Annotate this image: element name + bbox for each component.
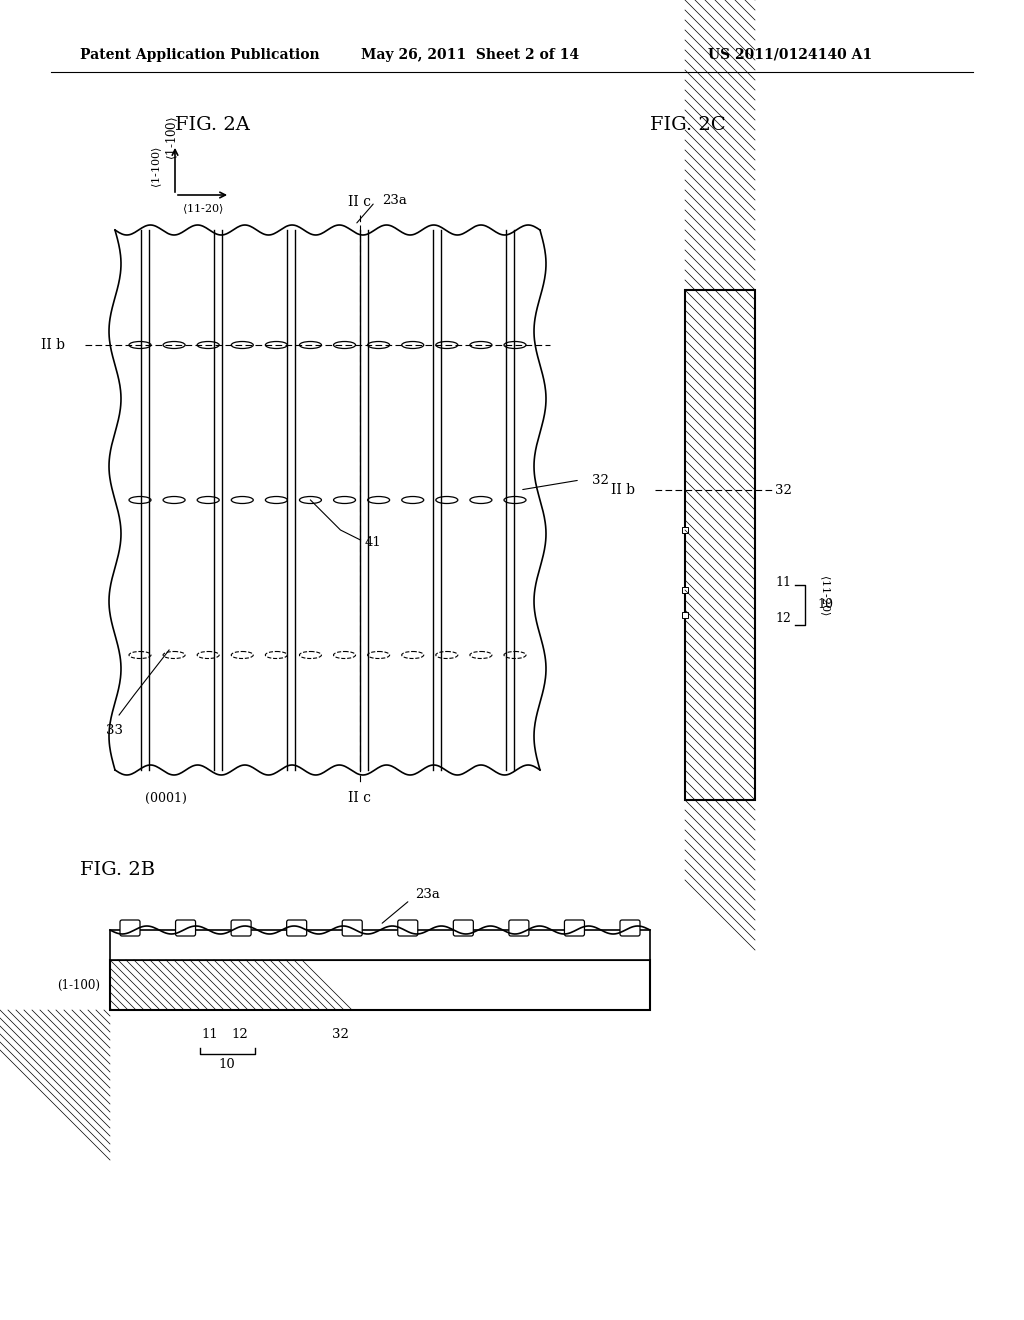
Text: 12: 12: [775, 611, 791, 624]
Text: 23a: 23a: [416, 888, 440, 902]
Ellipse shape: [368, 342, 390, 348]
FancyBboxPatch shape: [564, 920, 585, 936]
Bar: [685, 290, 755, 800]
Ellipse shape: [265, 496, 288, 503]
Ellipse shape: [504, 342, 526, 348]
FancyBboxPatch shape: [620, 920, 640, 936]
FancyBboxPatch shape: [342, 920, 362, 936]
Bar: [110, 960, 650, 1010]
Bar: [685, 290, 755, 800]
Text: $\langle$1-100$\rangle$: $\langle$1-100$\rangle$: [151, 147, 164, 187]
Ellipse shape: [198, 342, 219, 348]
Ellipse shape: [129, 496, 151, 503]
Text: $\langle$1-100$\rangle$: $\langle$1-100$\rangle$: [164, 116, 179, 160]
Text: 23a: 23a: [383, 194, 408, 206]
Text: 41: 41: [365, 536, 381, 549]
Text: 32: 32: [592, 474, 608, 487]
Ellipse shape: [401, 342, 424, 348]
Ellipse shape: [231, 342, 253, 348]
Text: II c: II c: [348, 791, 372, 805]
FancyBboxPatch shape: [120, 920, 140, 936]
Text: (1-100): (1-100): [57, 978, 100, 991]
Ellipse shape: [129, 342, 151, 348]
FancyBboxPatch shape: [397, 920, 418, 936]
Ellipse shape: [470, 496, 492, 503]
Text: 10: 10: [219, 1059, 236, 1072]
Text: II b: II b: [41, 338, 65, 352]
FancyBboxPatch shape: [454, 920, 473, 936]
Text: 32: 32: [775, 483, 792, 496]
Bar: [110, 931, 650, 960]
Ellipse shape: [163, 342, 185, 348]
Ellipse shape: [265, 342, 288, 348]
Ellipse shape: [368, 496, 390, 503]
Text: May 26, 2011  Sheet 2 of 14: May 26, 2011 Sheet 2 of 14: [360, 48, 579, 62]
Text: US 2011/0124140 A1: US 2011/0124140 A1: [708, 48, 872, 62]
Text: 10: 10: [817, 598, 833, 611]
Text: FIG. 2C: FIG. 2C: [650, 116, 726, 135]
Ellipse shape: [436, 342, 458, 348]
Ellipse shape: [334, 496, 355, 503]
Text: (0001): (0001): [145, 792, 186, 804]
Ellipse shape: [334, 342, 355, 348]
Text: 32: 32: [332, 1028, 348, 1041]
Bar: [682, 587, 688, 593]
Text: 33: 33: [105, 723, 123, 737]
FancyBboxPatch shape: [175, 920, 196, 936]
Bar: [682, 612, 688, 618]
Text: 11: 11: [775, 576, 791, 589]
Text: II b: II b: [611, 483, 635, 498]
Ellipse shape: [470, 342, 492, 348]
Ellipse shape: [299, 496, 322, 503]
Ellipse shape: [436, 496, 458, 503]
Text: FIG. 2A: FIG. 2A: [175, 116, 250, 135]
Text: Patent Application Publication: Patent Application Publication: [80, 48, 319, 62]
Ellipse shape: [401, 496, 424, 503]
Ellipse shape: [299, 342, 322, 348]
Text: 11: 11: [202, 1028, 218, 1041]
Ellipse shape: [163, 496, 185, 503]
Text: 12: 12: [231, 1028, 249, 1041]
Bar: [110, 960, 650, 1010]
Text: $\langle$11-20$\rangle$: $\langle$11-20$\rangle$: [818, 574, 831, 616]
Bar: [682, 527, 688, 533]
Text: $\langle$11-20$\rangle$: $\langle$11-20$\rangle$: [182, 202, 224, 215]
Text: II c: II c: [348, 195, 372, 209]
FancyBboxPatch shape: [231, 920, 251, 936]
Text: FIG. 2B: FIG. 2B: [80, 861, 155, 879]
Ellipse shape: [504, 496, 526, 503]
FancyBboxPatch shape: [287, 920, 306, 936]
FancyBboxPatch shape: [509, 920, 528, 936]
Ellipse shape: [198, 496, 219, 503]
Ellipse shape: [231, 496, 253, 503]
